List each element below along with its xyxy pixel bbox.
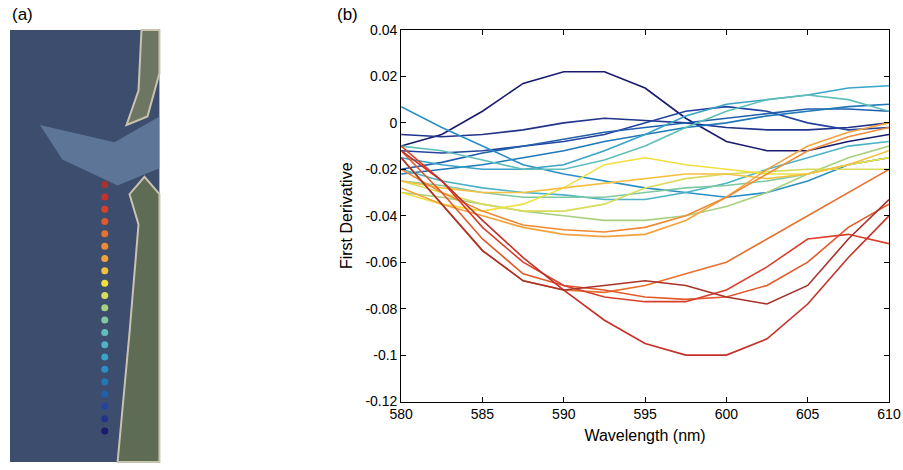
- svg-text:-0.1: -0.1: [373, 347, 397, 363]
- svg-text:0.02: 0.02: [370, 68, 397, 84]
- svg-text:-0.06: -0.06: [365, 254, 397, 270]
- svg-text:605: 605: [796, 406, 820, 422]
- svg-text:595: 595: [633, 406, 657, 422]
- svg-text:(a): (a): [12, 5, 33, 24]
- svg-text:585: 585: [471, 406, 495, 422]
- svg-text:590: 590: [552, 406, 576, 422]
- svg-text:-0.04: -0.04: [365, 208, 397, 224]
- svg-text:(b): (b): [337, 5, 358, 24]
- svg-text:0: 0: [390, 115, 398, 131]
- svg-text:First Derivative: First Derivative: [338, 162, 355, 269]
- svg-text:0.04: 0.04: [370, 22, 397, 38]
- svg-text:580: 580: [389, 406, 413, 422]
- svg-text:600: 600: [715, 406, 739, 422]
- svg-text:610: 610: [877, 406, 901, 422]
- svg-text:-0.08: -0.08: [365, 301, 397, 317]
- svg-text:Wavelength (nm): Wavelength (nm): [584, 427, 705, 444]
- svg-text:-0.02: -0.02: [365, 161, 397, 177]
- svg-text:-0.12: -0.12: [365, 393, 397, 409]
